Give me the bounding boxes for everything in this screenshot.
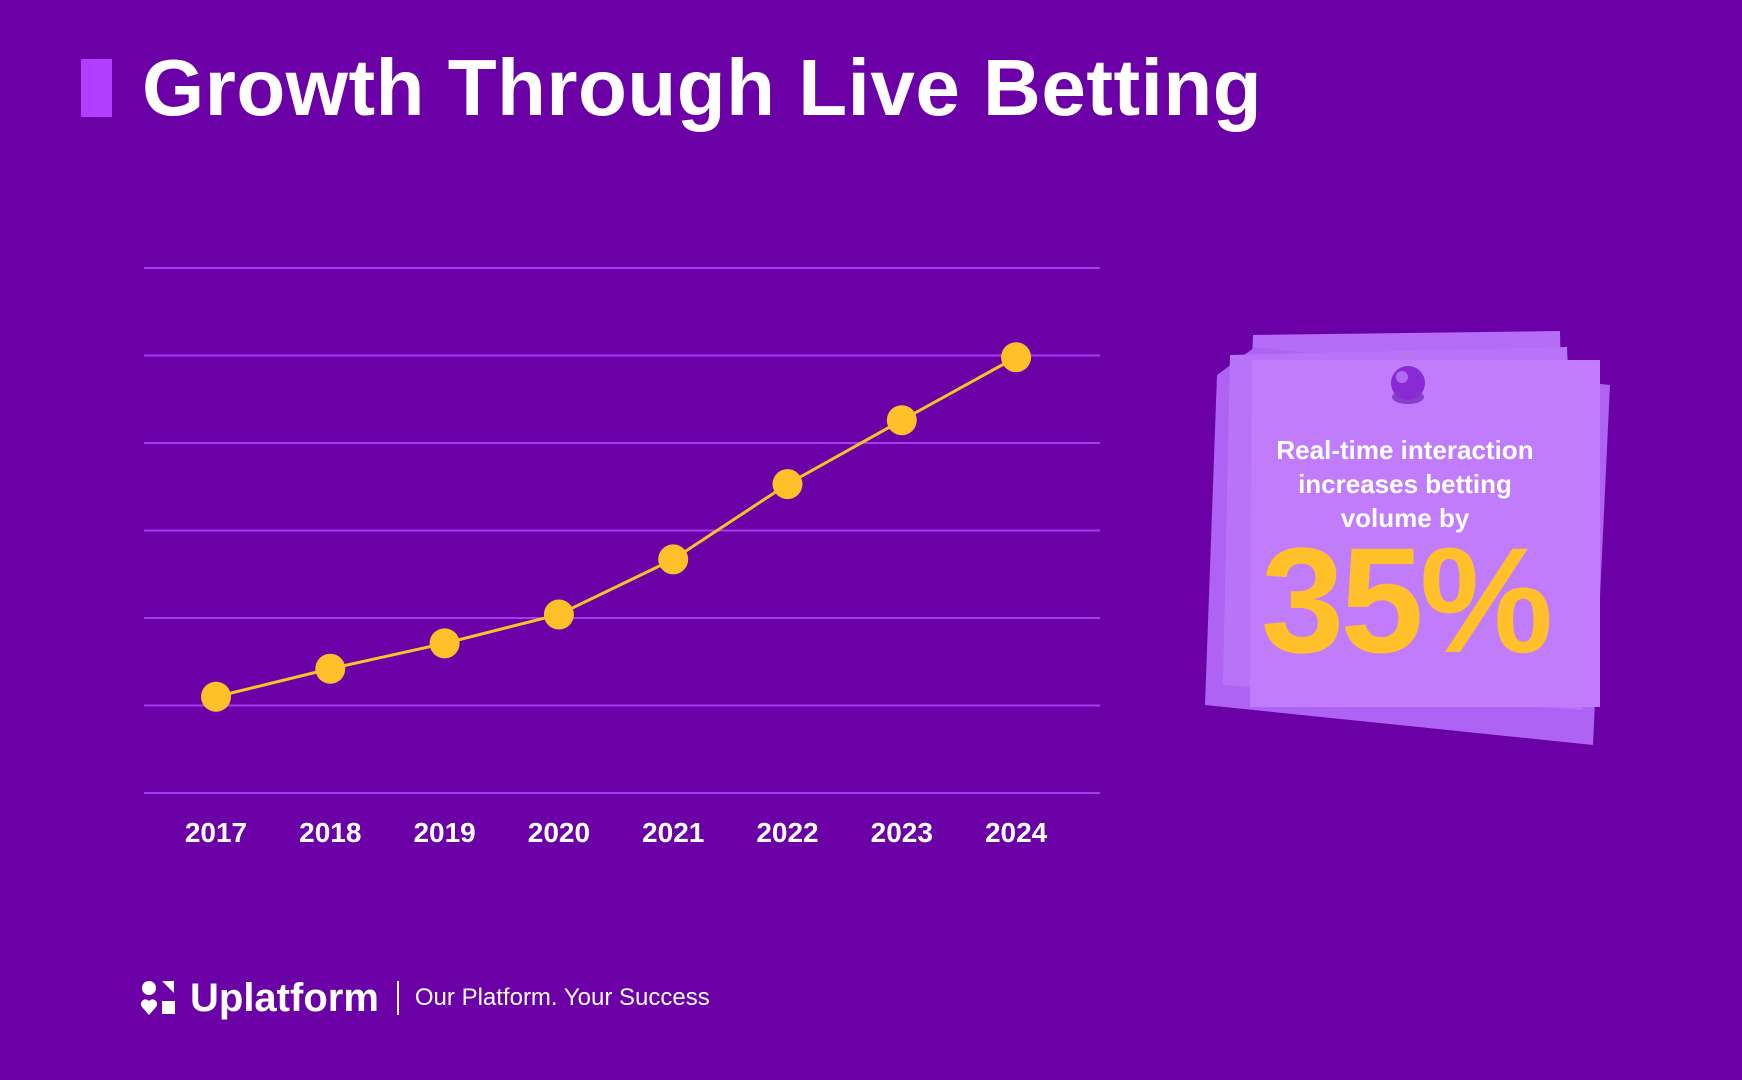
data-point-2018 bbox=[315, 653, 346, 684]
callout-text: Real-time interaction increases betting … bbox=[1276, 435, 1534, 533]
x-axis-labels: 2017 2018 2019 2020 2021 2022 2023 2024 bbox=[185, 817, 1048, 848]
x-tick-label: 2023 bbox=[871, 817, 933, 848]
data-point-2020 bbox=[543, 599, 574, 630]
line-chart: 2017 2018 2019 2020 2021 2022 2023 2024 bbox=[144, 267, 1100, 848]
sticky-note-callout: Real-time interaction increases betting … bbox=[1195, 325, 1635, 755]
note-sheet-front bbox=[1250, 360, 1600, 707]
chart-grid bbox=[144, 267, 1100, 794]
footer: Uplatform Our Platform. Your Success bbox=[140, 978, 710, 1018]
data-point-2021 bbox=[658, 544, 689, 575]
data-point-2017 bbox=[201, 681, 231, 712]
sticky-note-stack bbox=[1205, 331, 1610, 745]
brand-name: Uplatform bbox=[190, 976, 379, 1020]
uplatform-logo-icon bbox=[140, 981, 175, 1015]
title-block: Growth Through Live Betting bbox=[81, 48, 1262, 128]
x-tick-label: 2021 bbox=[642, 817, 704, 848]
data-point-2023 bbox=[886, 405, 917, 436]
series-points bbox=[201, 342, 1032, 712]
callout-value: 35% bbox=[1260, 516, 1553, 684]
x-tick-label: 2019 bbox=[413, 817, 475, 848]
x-tick-label: 2020 bbox=[528, 817, 590, 848]
data-point-2024 bbox=[1001, 342, 1032, 373]
series-line bbox=[215, 355, 1017, 699]
footer-divider bbox=[396, 981, 399, 1015]
page-title: Growth Through Live Betting bbox=[142, 43, 1263, 132]
data-point-2019 bbox=[429, 628, 460, 659]
x-tick-label: 2022 bbox=[756, 817, 818, 848]
data-point-2022 bbox=[772, 469, 803, 500]
x-tick-label: 2024 bbox=[985, 817, 1048, 848]
title-accent-bar bbox=[81, 59, 112, 117]
x-tick-label: 2018 bbox=[299, 817, 361, 848]
x-tick-label: 2017 bbox=[185, 817, 247, 848]
brand-tagline: Our Platform. Your Success bbox=[414, 984, 710, 1011]
pushpin-icon bbox=[1391, 366, 1425, 404]
